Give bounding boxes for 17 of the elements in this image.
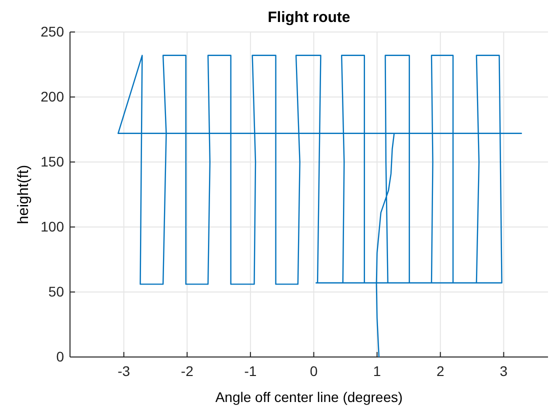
y-tick-label: 250 <box>40 23 64 40</box>
y-tick-label: 0 <box>56 348 64 364</box>
x-tick-label: -1 <box>244 362 257 379</box>
y-axis-title: height(ft) <box>15 164 32 224</box>
y-tick-label: 100 <box>40 218 64 234</box>
x-axis-title: Angle off center line (degrees) <box>215 389 403 405</box>
x-tick-label: 1 <box>373 362 382 379</box>
x-tick-label: 3 <box>500 362 508 379</box>
chart-title: Flight route <box>268 9 350 26</box>
x-tick-label: 2 <box>436 362 444 379</box>
x-tick-label: -3 <box>118 362 130 379</box>
line-series <box>118 54 522 358</box>
y-tick-label: 200 <box>40 88 64 104</box>
y-tick-label: 50 <box>48 283 64 300</box>
y-tick-label: 150 <box>40 153 64 170</box>
x-tick-label: 0 <box>310 362 318 379</box>
x-tick-label: -2 <box>180 362 194 379</box>
